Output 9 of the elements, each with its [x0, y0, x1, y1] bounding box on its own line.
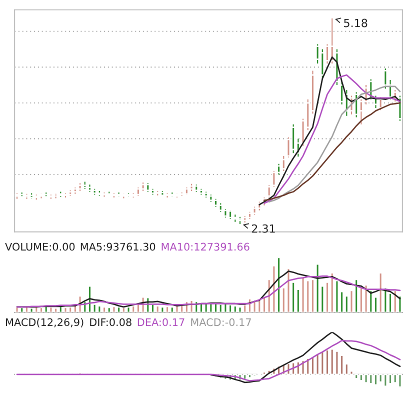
annotation: 5.18 [344, 18, 368, 28]
text: DIF:0.08 [90, 318, 132, 326]
text: DEA:0.17 [138, 318, 184, 326]
chart-title: VOLUME:0.00 [5, 242, 75, 251]
chart-title: MACD(12,26,9) [6, 318, 84, 328]
text: MA5:93761.30 [80, 242, 156, 251]
text: MACD:-0.17 [191, 318, 251, 326]
text: MA10:127391.66 [162, 242, 250, 251]
annotation: 2.31 [252, 224, 275, 233]
